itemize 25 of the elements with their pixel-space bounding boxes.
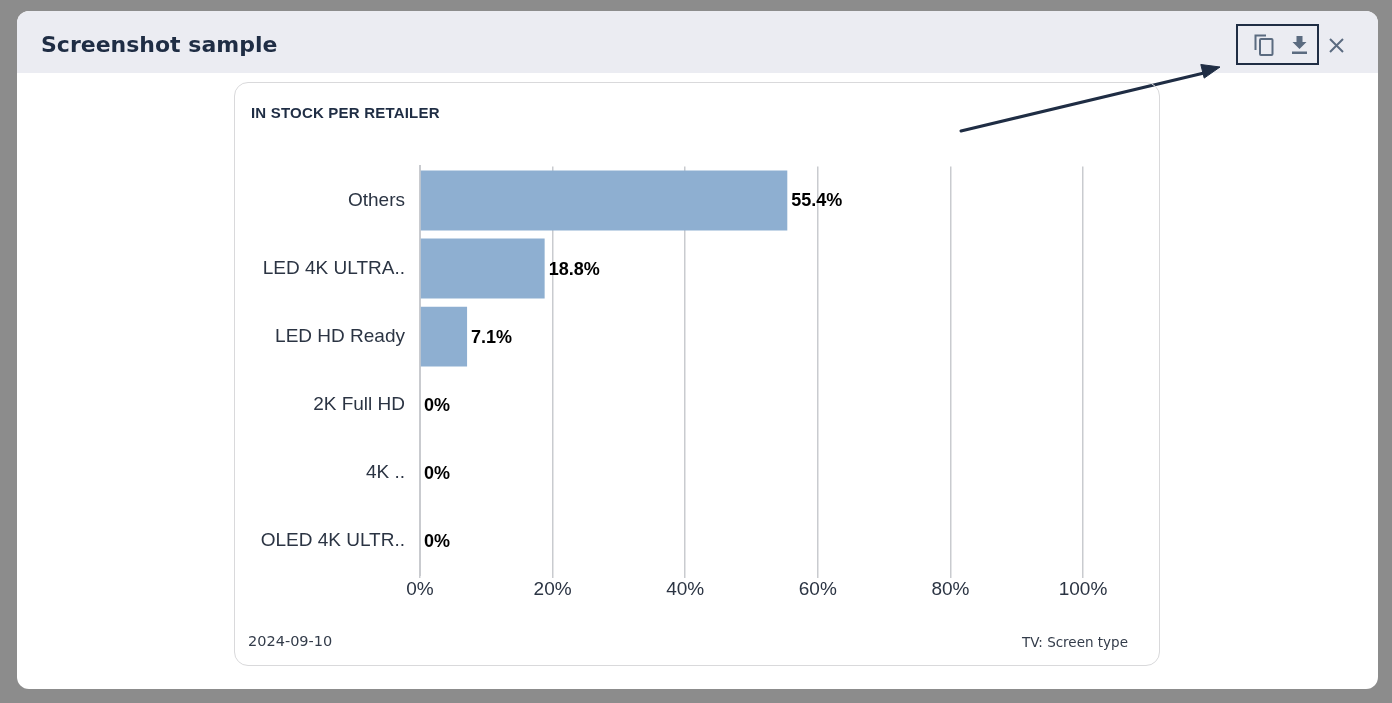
data-label: 55.4% [791,190,843,211]
data-label: 0% [424,530,451,551]
x-tick-label: 40% [666,577,705,599]
data-label: 0% [424,462,451,483]
data-label: 7.1% [471,326,513,347]
text: 2024-09-10 [248,633,333,649]
text: Screenshot sample [41,32,278,57]
y-tick-label: 4K .. [365,461,405,483]
text: TV: Screen type [1021,634,1128,650]
x-tick-label: 100% [1058,577,1108,599]
y-tick-label: LED HD Ready [275,324,406,346]
data-label: 18.8% [548,258,600,279]
x-tick-label: 60% [798,577,837,599]
x-tick-label: 20% [533,577,572,599]
y-tick-label: 2K Full HD [313,392,405,414]
data-label: 0% [424,394,451,415]
bar [420,238,545,299]
bar [420,170,788,231]
x-tick-label: 0% [406,577,434,599]
y-tick-label: Others [347,188,405,210]
y-tick-label: LED 4K ULTRA.. [262,256,405,278]
bar [420,306,468,367]
x-tick-label: 80% [931,577,970,599]
y-tick-label: OLED 4K ULTR.. [260,529,405,551]
chart-subtitle: IN STOCK PER RETAILER [251,104,440,121]
